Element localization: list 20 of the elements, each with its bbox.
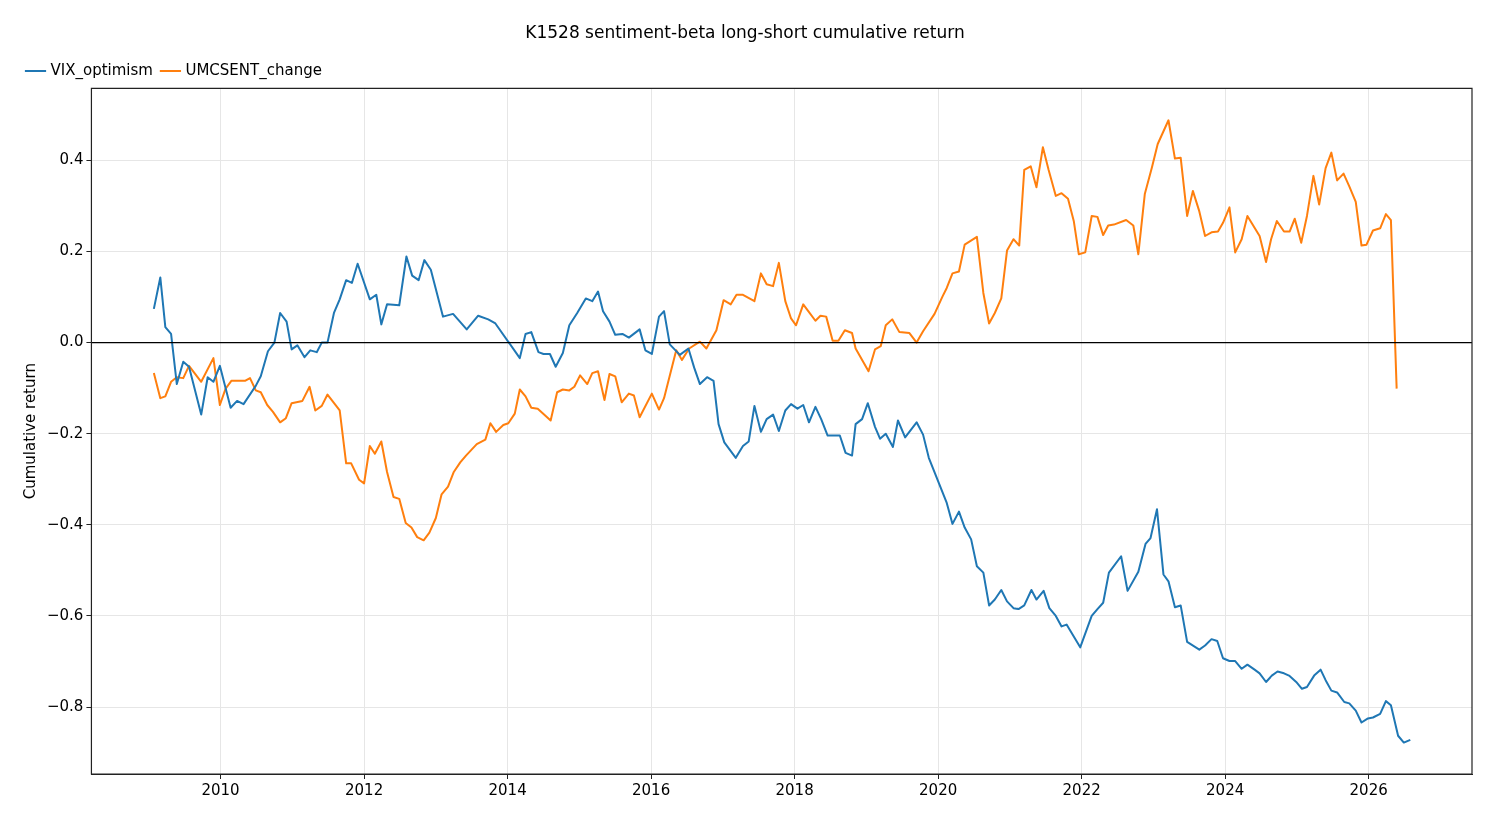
x-tick-label: 2010 (201, 780, 240, 799)
x-tick-label: 2024 (1206, 780, 1245, 799)
x-tick-label: 2026 (1349, 780, 1388, 799)
y-tick-label: −0.8 (46, 696, 84, 715)
chart-title: K1528 sentiment-beta long-short cumulative return (525, 21, 965, 42)
y-tick-label: −0.4 (46, 514, 84, 533)
x-tick-label: 2020 (919, 780, 958, 799)
legend-label: UMCSENT_change (185, 60, 322, 80)
y-tick-label: −0.2 (46, 423, 84, 442)
y-tick-label: 0.4 (59, 150, 84, 169)
x-tick-label: 2016 (632, 780, 671, 799)
y-tick-label: 0.0 (59, 332, 84, 351)
x-tick-label: 2022 (1062, 780, 1101, 799)
x-tick-label: 2014 (488, 780, 527, 799)
legend-label: VIX_optimism (50, 60, 153, 80)
y-axis-title: Cumulative return (20, 363, 39, 500)
x-tick-label: 2018 (775, 780, 814, 799)
x-tick-label: 2012 (345, 780, 384, 799)
y-tick-label: −0.6 (46, 605, 84, 624)
y-tick-label: 0.2 (59, 241, 84, 260)
